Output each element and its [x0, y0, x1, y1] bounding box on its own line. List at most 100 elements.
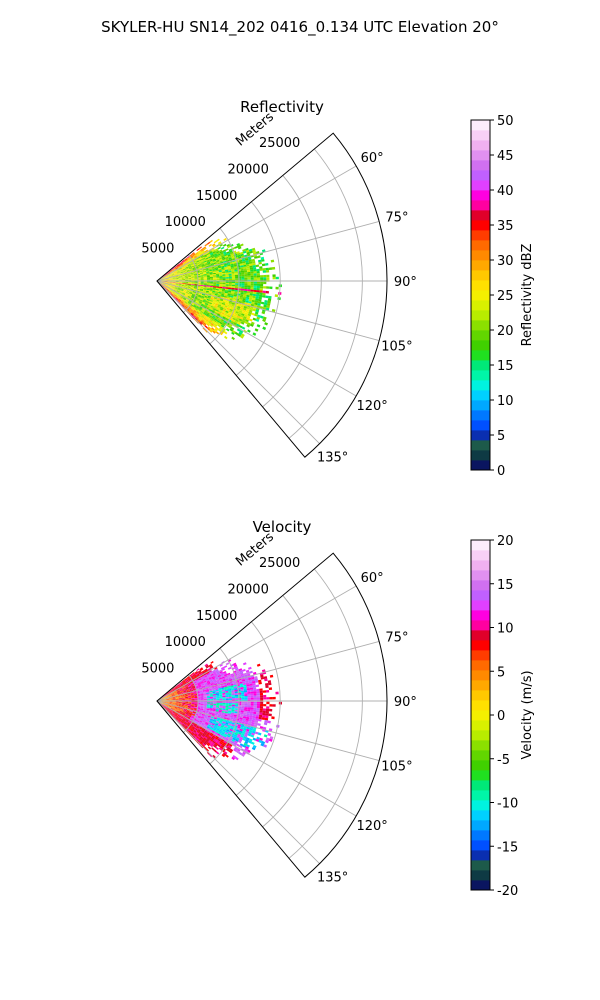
- radar-gate: [165, 695, 169, 698]
- radar-gate: [194, 705, 198, 707]
- radar-gate: [175, 282, 179, 283]
- radar-gate: [231, 283, 236, 285]
- radar-gate: [250, 281, 254, 284]
- radar-gate: [196, 739, 200, 743]
- radar-gate: [230, 714, 234, 717]
- radar-gate: [203, 737, 207, 741]
- radar-gate: [272, 274, 276, 277]
- radar-gate: [203, 274, 207, 276]
- radar-gate: [168, 273, 171, 276]
- radar-gate: [202, 738, 206, 742]
- radar-gate: [177, 264, 181, 267]
- radar-gate: [216, 299, 220, 302]
- radar-gate: [201, 303, 205, 306]
- radar-gate: [210, 737, 214, 741]
- radar-gate: [215, 688, 219, 691]
- radar-gate: [203, 305, 207, 309]
- radar-gate: [249, 715, 253, 718]
- radar-gate: [177, 294, 181, 297]
- radar-gate: [199, 732, 203, 736]
- radar-gate: [184, 265, 188, 268]
- radar-gate: [169, 270, 173, 273]
- radar-gate: [172, 699, 176, 700]
- radar-gate: [186, 710, 190, 712]
- radar-gate: [247, 697, 251, 700]
- radar-gate: [194, 276, 198, 278]
- radar-gate: [204, 722, 209, 726]
- radar-gate: [188, 713, 193, 715]
- radar-gate: [228, 695, 232, 697]
- radar-gate: [206, 680, 210, 683]
- radar-gate: [189, 689, 193, 692]
- radar-gate: [186, 303, 190, 306]
- radar-gate: [166, 708, 170, 711]
- radar-gate: [235, 701, 239, 704]
- radar-gate: [174, 708, 178, 710]
- radar-gate: [229, 251, 234, 255]
- radar-gate: [187, 296, 191, 299]
- radar-gate: [229, 717, 234, 720]
- radar-gate: [162, 696, 166, 699]
- radar-gate: [172, 711, 176, 714]
- radar-gate: [227, 685, 231, 688]
- colorbar-swatch: [471, 280, 490, 291]
- radar-gate: [204, 295, 208, 298]
- radar-gate: [169, 278, 173, 279]
- radar-gate: [162, 277, 166, 279]
- radar-gate: [243, 268, 247, 271]
- radar-gate: [206, 692, 210, 694]
- radar-gate: [172, 267, 175, 271]
- radar-gate: [172, 699, 176, 701]
- radar-gate: [250, 703, 254, 706]
- radar-gate: [265, 737, 270, 741]
- radar-gate: [174, 271, 177, 274]
- radar-gate: [169, 283, 173, 285]
- radar-gate: [169, 700, 173, 701]
- radar-gate: [174, 707, 178, 709]
- radar-gate: [188, 283, 192, 285]
- radar-gate: [240, 288, 245, 291]
- radar-gate: [212, 287, 216, 289]
- radar-gate: [254, 302, 258, 306]
- radar-gate: [242, 668, 246, 672]
- radar-gate: [184, 705, 188, 707]
- radar-gate: [240, 290, 244, 293]
- radar-gate: [209, 705, 213, 708]
- radar-gate: [240, 306, 244, 310]
- radar-gate: [236, 307, 240, 311]
- radar-gate: [177, 692, 181, 694]
- radar-gate: [191, 703, 195, 705]
- radar-gate: [166, 698, 170, 700]
- radar-gate: [193, 286, 198, 289]
- radar-gate: [176, 290, 180, 292]
- radar-gate: [165, 285, 169, 287]
- radar-gate: [210, 717, 214, 720]
- radar-gate: [225, 272, 229, 275]
- radar-gate: [169, 710, 172, 714]
- radar-gate: [227, 745, 232, 749]
- radar-gate: [222, 259, 226, 262]
- radar-gate: [193, 674, 197, 677]
- radar-gate: [265, 685, 269, 688]
- radar-gate: [206, 307, 210, 310]
- radar-gate: [166, 698, 170, 700]
- radar-gate: [199, 708, 204, 711]
- radar-gate: [184, 694, 188, 696]
- radar-gate: [223, 726, 228, 730]
- radar-gate: [209, 721, 213, 724]
- radar-gate: [215, 669, 219, 673]
- radar-gate: [172, 703, 176, 704]
- radar-gate: [221, 709, 226, 712]
- radar-gate: [262, 712, 266, 716]
- radar-gate: [256, 273, 260, 276]
- radar-gate: [187, 273, 191, 275]
- radar-gate: [167, 287, 171, 290]
- radar-gate: [174, 714, 177, 717]
- radar-gate: [170, 690, 173, 693]
- radar-gate: [258, 259, 262, 263]
- radar-gate: [194, 733, 198, 736]
- radar-gate: [165, 696, 169, 698]
- radar-gate: [174, 266, 178, 269]
- radar-gate: [224, 675, 228, 678]
- colorbar-swatch: [471, 820, 490, 831]
